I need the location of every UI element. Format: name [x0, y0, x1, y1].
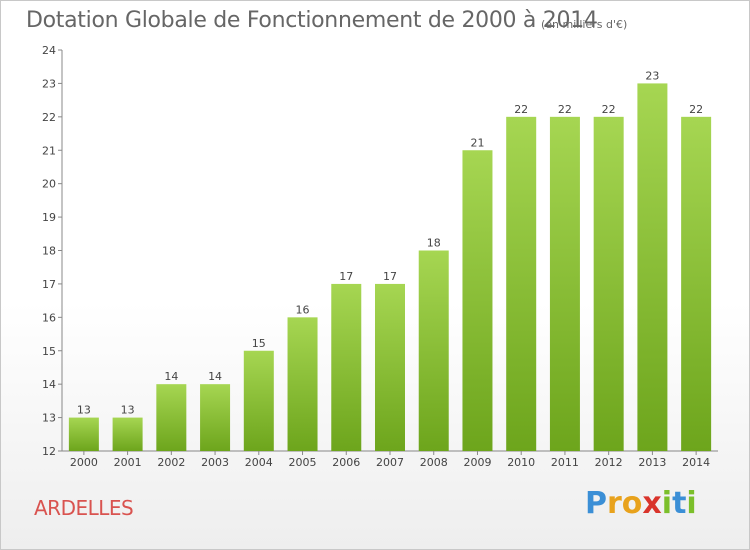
y-tick-label: 16: [42, 311, 56, 324]
x-tick-label: 2011: [551, 456, 579, 469]
bar-value-label: 21: [470, 136, 484, 149]
bar-value-label: 17: [383, 270, 397, 283]
bar: [331, 283, 362, 451]
x-tick-label: 2001: [114, 456, 142, 469]
logo-letter: i: [686, 486, 697, 521]
bar-value-label: 23: [645, 69, 659, 82]
bar: [681, 116, 712, 451]
x-tick-label: 2008: [420, 456, 448, 469]
y-tick-label: 13: [42, 412, 56, 425]
bar: [593, 116, 624, 451]
y-tick-label: 18: [42, 245, 56, 258]
bar: [549, 116, 580, 451]
y-tick-label: 23: [42, 77, 56, 90]
y-tick-label: 20: [42, 178, 56, 191]
x-tick-label: 2007: [376, 456, 404, 469]
bar: [243, 350, 274, 451]
x-tick-label: 2014: [682, 456, 710, 469]
chart-labels: 13 2000 13 2001 14 2002 14 2003 15 2004 16 2005 17 20…: [70, 69, 710, 469]
y-tick-label: 21: [42, 144, 56, 157]
bar-value-label: 13: [77, 404, 91, 417]
bar-value-label: 15: [252, 337, 266, 350]
bar-value-label: 22: [514, 103, 528, 116]
bar: [200, 384, 231, 451]
y-tick-label: 17: [42, 278, 56, 291]
proxiti-logo: Proxiti: [585, 486, 697, 521]
y-tick-label: 19: [42, 211, 56, 224]
bar: [506, 116, 537, 451]
bar-value-label: 17: [339, 270, 353, 283]
bar: [287, 317, 318, 451]
logo-letter: i: [661, 486, 673, 521]
y-tick-label: 24: [42, 44, 56, 57]
chart-unit-note: (en milliers d'€): [541, 18, 628, 31]
bar-value-label: 13: [121, 404, 135, 417]
x-tick-label: 2009: [463, 456, 491, 469]
x-tick-label: 2004: [245, 456, 273, 469]
bar: [637, 83, 668, 452]
bar: [462, 150, 493, 451]
bar: [156, 384, 187, 451]
chart-title: Dotation Globale de Fonctionnement de 20…: [26, 8, 598, 33]
y-tick-label: 22: [42, 111, 56, 124]
x-tick-label: 2003: [201, 456, 229, 469]
x-tick-label: 2010: [507, 456, 535, 469]
x-tick-label: 2005: [289, 456, 317, 469]
bar-value-label: 14: [164, 370, 178, 383]
logo-letter: o: [621, 486, 643, 521]
logo-letter: x: [642, 486, 662, 521]
y-tick-label: 14: [42, 378, 56, 391]
bar: [112, 417, 143, 451]
x-tick-label: 2002: [157, 456, 185, 469]
bar-value-label: 22: [689, 103, 703, 116]
bar-value-label: 16: [296, 303, 310, 316]
x-tick-label: 2000: [70, 456, 98, 469]
bar: [375, 283, 405, 451]
chart-bars: [68, 83, 712, 452]
bar-value-label: 22: [602, 103, 616, 116]
x-tick-label: 2006: [332, 456, 360, 469]
y-tick-label: 15: [42, 345, 56, 358]
bar-value-label: 22: [558, 103, 572, 116]
y-tick-label: 12: [42, 445, 56, 458]
logo-letter: r: [607, 486, 622, 521]
x-tick-label: 2013: [638, 456, 666, 469]
place-name: ARDELLES: [34, 496, 134, 520]
bar-value-label: 14: [208, 370, 222, 383]
x-tick-label: 2012: [595, 456, 623, 469]
logo-letter: P: [585, 486, 607, 521]
logo-letter: t: [672, 486, 687, 521]
bar-value-label: 18: [427, 237, 441, 250]
bar: [418, 250, 449, 451]
bar: [68, 417, 99, 451]
